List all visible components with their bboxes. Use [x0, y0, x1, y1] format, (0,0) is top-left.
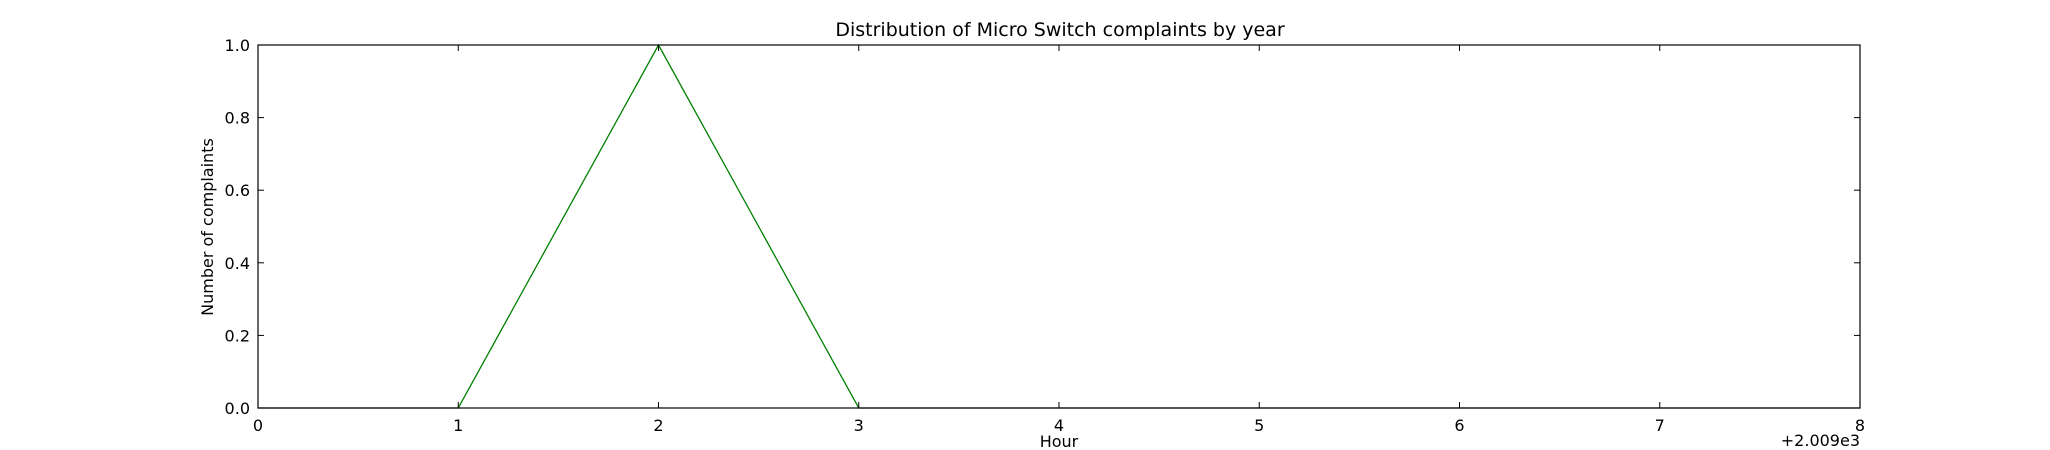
y-tick-label: 0.2: [225, 326, 250, 345]
x-tick-label: 2: [653, 416, 663, 435]
chart-title: Distribution of Micro Switch complaints …: [835, 19, 1284, 41]
y-tick-label: 0.8: [225, 109, 250, 128]
y-tick-label: 0.0: [225, 399, 250, 418]
x-tick-label: 5: [1254, 416, 1264, 435]
y-tick-label: 0.4: [225, 254, 250, 273]
y-tick-label: 1.0: [225, 36, 250, 55]
plot-frame: [257, 44, 1861, 409]
x-tick-label: 8: [1855, 416, 1865, 435]
tick-labels: 0 1 2 3 4 5 6 7 8 0.0 0.2 0.4 0.6 0.8 1.0: [225, 36, 1866, 435]
x-tick-label: 0: [253, 416, 263, 435]
x-tick-label: 3: [854, 416, 864, 435]
x-tick-label: 7: [1655, 416, 1665, 435]
x-axis-label: Hour: [1040, 432, 1079, 450]
x-tick-label: 4: [1054, 416, 1064, 435]
x-tick-label: 6: [1454, 416, 1464, 435]
y-tick-label: 0.6: [225, 181, 250, 200]
y-axis-label: Number of complaints: [198, 138, 217, 316]
x-axis-offset-label: +2.009e3: [1781, 431, 1860, 450]
x-tick-label: 1: [453, 416, 463, 435]
